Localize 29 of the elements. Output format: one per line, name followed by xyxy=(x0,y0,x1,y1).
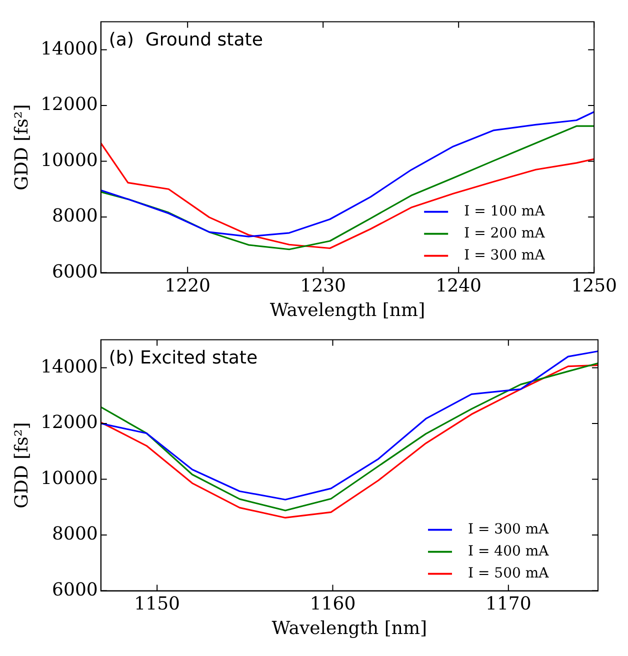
y-tick-label: 14000 xyxy=(40,356,98,378)
x-tick-label: 1230 xyxy=(300,275,346,296)
y-tick-label: 8000 xyxy=(52,206,98,227)
legend-label: I = 500 mA xyxy=(468,565,550,582)
y-tick-label: 6000 xyxy=(52,261,98,282)
legend-label: I = 300 mA xyxy=(468,521,550,538)
x-tick-label: 1160 xyxy=(310,593,356,614)
x-tick-label: 1250 xyxy=(571,275,617,296)
y-tick-label: 10000 xyxy=(40,468,98,489)
legend-label: I = 100 mA xyxy=(464,203,546,220)
legend-label: I = 200 mA xyxy=(464,225,546,242)
y-tick-label: 14000 xyxy=(40,38,98,60)
x-axis-title: Wavelength [nm] xyxy=(270,300,426,321)
x-tick-label: 1150 xyxy=(134,593,180,614)
y-axis-title: GDD [fs²] xyxy=(11,104,32,190)
x-tick-label: 1240 xyxy=(436,275,482,296)
y-axis-title: GDD [fs²] xyxy=(11,422,32,508)
y-tick-label: 12000 xyxy=(40,94,98,116)
y-tick-label: 8000 xyxy=(52,524,98,545)
text: (a) Ground state xyxy=(108,29,263,50)
y-tick-label: 6000 xyxy=(52,579,98,600)
x-tick-label: 1220 xyxy=(164,275,210,296)
text: (b) Excited state xyxy=(108,347,258,368)
y-tick-label: 10000 xyxy=(40,150,98,171)
x-axis-title: Wavelength [nm] xyxy=(272,618,428,639)
legend-label: I = 300 mA xyxy=(464,247,546,264)
y-tick-label: 12000 xyxy=(40,412,98,434)
x-tick-label: 1170 xyxy=(486,593,532,614)
legend-label: I = 400 mA xyxy=(468,543,550,560)
